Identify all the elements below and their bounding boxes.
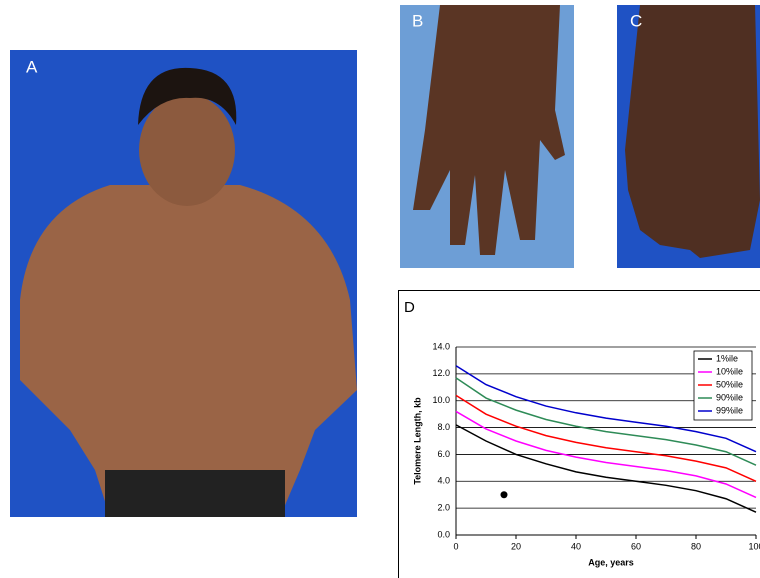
panel-label: C [630, 11, 642, 30]
y-tick-label: 8.0 [437, 422, 450, 432]
photo-c: C [617, 5, 760, 268]
x-tick-label: 40 [571, 541, 581, 551]
panel-label: D [404, 299, 415, 316]
x-axis-label: Age, years [588, 557, 634, 567]
y-tick-label: 6.0 [437, 449, 450, 459]
panel-label: A [26, 57, 38, 76]
x-tick-label: 20 [511, 541, 521, 551]
legend-label: 1%ile [716, 353, 738, 363]
x-tick-label: 0 [453, 541, 458, 551]
y-axis-label: Telomere Length, kb [412, 397, 422, 485]
legend-label: 10%ile [716, 366, 743, 376]
legend-label: 50%ile [716, 379, 743, 389]
y-tick-label: 2.0 [437, 503, 450, 513]
legend-label: 90%ile [716, 392, 743, 402]
x-tick-label: 100 [748, 541, 760, 551]
y-tick-label: 10.0 [432, 395, 450, 405]
x-tick-label: 80 [691, 541, 701, 551]
y-tick-label: 0.0 [437, 529, 450, 539]
data-point [501, 491, 508, 498]
y-tick-label: 4.0 [437, 476, 450, 486]
photo-a: A [10, 50, 357, 517]
figure: A B C D 0.0 2.0 4.0 6.0 8.0 10.0 12.0 14.0 0 20 40… [0, 0, 760, 578]
y-tick-label: 14.0 [432, 341, 450, 351]
photo-b: B [400, 5, 574, 268]
legend-label: 99%ile [716, 405, 743, 415]
y-tick-label: 12.0 [432, 368, 450, 378]
x-tick-label: 60 [631, 541, 641, 551]
panel-label: B [412, 11, 423, 30]
